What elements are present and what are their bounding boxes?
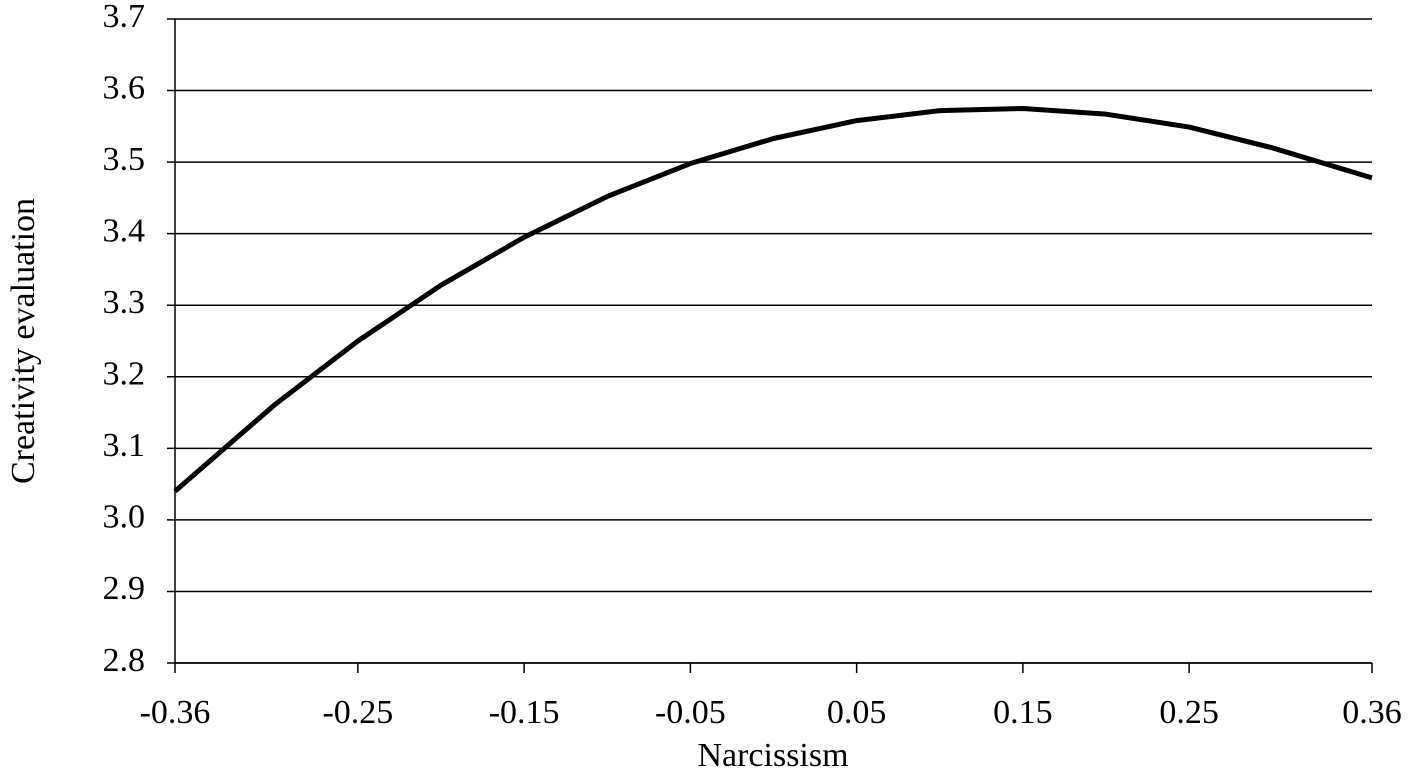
x-tick-label: 0.25 (1159, 694, 1219, 731)
x-tick-label: 0.36 (1342, 694, 1402, 731)
y-tick-label: 2.9 (103, 570, 146, 607)
x-tick-label: 0.15 (993, 694, 1053, 731)
x-tick-label: -0.05 (655, 694, 726, 731)
y-tick-label: 3.0 (103, 499, 146, 536)
y-tick-label: 3.5 (103, 141, 146, 178)
y-tick-label: 3.1 (103, 427, 146, 464)
x-tick-label: 0.05 (827, 694, 887, 731)
y-tick-label: 3.3 (103, 284, 146, 321)
y-tick-label: 3.6 (103, 69, 146, 106)
x-tick-label: -0.36 (140, 694, 211, 731)
x-tick-label: -0.15 (489, 694, 560, 731)
y-tick-label: 2.8 (103, 642, 146, 679)
y-tick-label: 3.7 (103, 0, 146, 35)
y-axis-title: Creativity evaluation (5, 198, 42, 484)
y-tick-label: 3.4 (103, 212, 146, 249)
x-tick-label: -0.25 (322, 694, 393, 731)
x-axis-title: Narcissism (697, 737, 848, 774)
data-line (173, 105, 1373, 494)
y-tick-label: 3.2 (103, 356, 146, 393)
